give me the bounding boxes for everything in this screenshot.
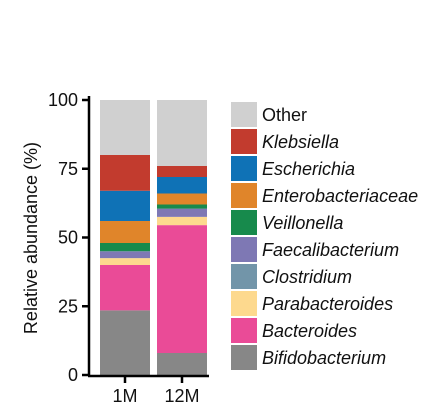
legend-swatch: [231, 210, 257, 235]
bar-segment: [100, 310, 150, 375]
bar-segment: [157, 204, 207, 209]
bar-segment: [100, 221, 150, 243]
legend-label: Faecalibacterium: [262, 240, 399, 260]
legend-label: Enterobacteriaceae: [262, 186, 418, 206]
bar-segment: [157, 225, 207, 353]
legend-label: Veillonella: [262, 213, 343, 233]
y-axis: 0 25 50 75 100: [48, 90, 91, 385]
y-tick-label: 0: [68, 365, 78, 385]
bar-segment: [100, 258, 150, 265]
y-axis-label: Relative abundance (%): [21, 142, 41, 334]
legend-label: Bifidobacterium: [262, 348, 386, 368]
legend-label: Clostridium: [262, 267, 352, 287]
y-tick-label: 75: [58, 159, 78, 179]
bar-segment: [157, 166, 207, 177]
legend-swatch: [231, 102, 257, 127]
legend-label: Bacteroides: [262, 321, 357, 341]
y-tick-label: 50: [58, 228, 78, 248]
bar-segment: [157, 177, 207, 194]
legend-swatch: [231, 183, 257, 208]
legend-label: Escherichia: [262, 159, 355, 179]
x-axis: 1M 12M: [88, 374, 209, 406]
bar-segment: [100, 190, 150, 221]
legend-swatch: [231, 237, 257, 262]
legend-swatch: [231, 345, 257, 370]
x-tick-label: 1M: [112, 386, 137, 406]
legend-swatch: [231, 291, 257, 316]
legend-swatch: [231, 129, 257, 154]
y-tick-label: 25: [58, 296, 78, 316]
legend-label: Other: [262, 105, 307, 125]
legend-label: Parabacteroides: [262, 294, 393, 314]
bar-segment: [100, 155, 150, 191]
bar-segment: [100, 100, 150, 155]
bar-segment: [157, 353, 207, 375]
legend-label: Klebsiella: [262, 132, 339, 152]
x-tick-label: 12M: [164, 386, 199, 406]
bar-segment: [157, 193, 207, 205]
y-tick-label: 100: [48, 90, 78, 110]
bar-segment: [157, 100, 207, 166]
legend-swatch: [231, 264, 257, 289]
bar-segment: [157, 208, 207, 217]
bar-segment: [100, 265, 150, 311]
legend-swatch: [231, 156, 257, 181]
bar-segment: [157, 216, 207, 226]
bars: [100, 100, 207, 375]
bar-segment: [100, 243, 150, 252]
legend-swatch: [231, 318, 257, 343]
legend: Other Klebsiella Escherichia Enterobacteria…: [231, 102, 418, 370]
bar-segment: [100, 251, 150, 259]
